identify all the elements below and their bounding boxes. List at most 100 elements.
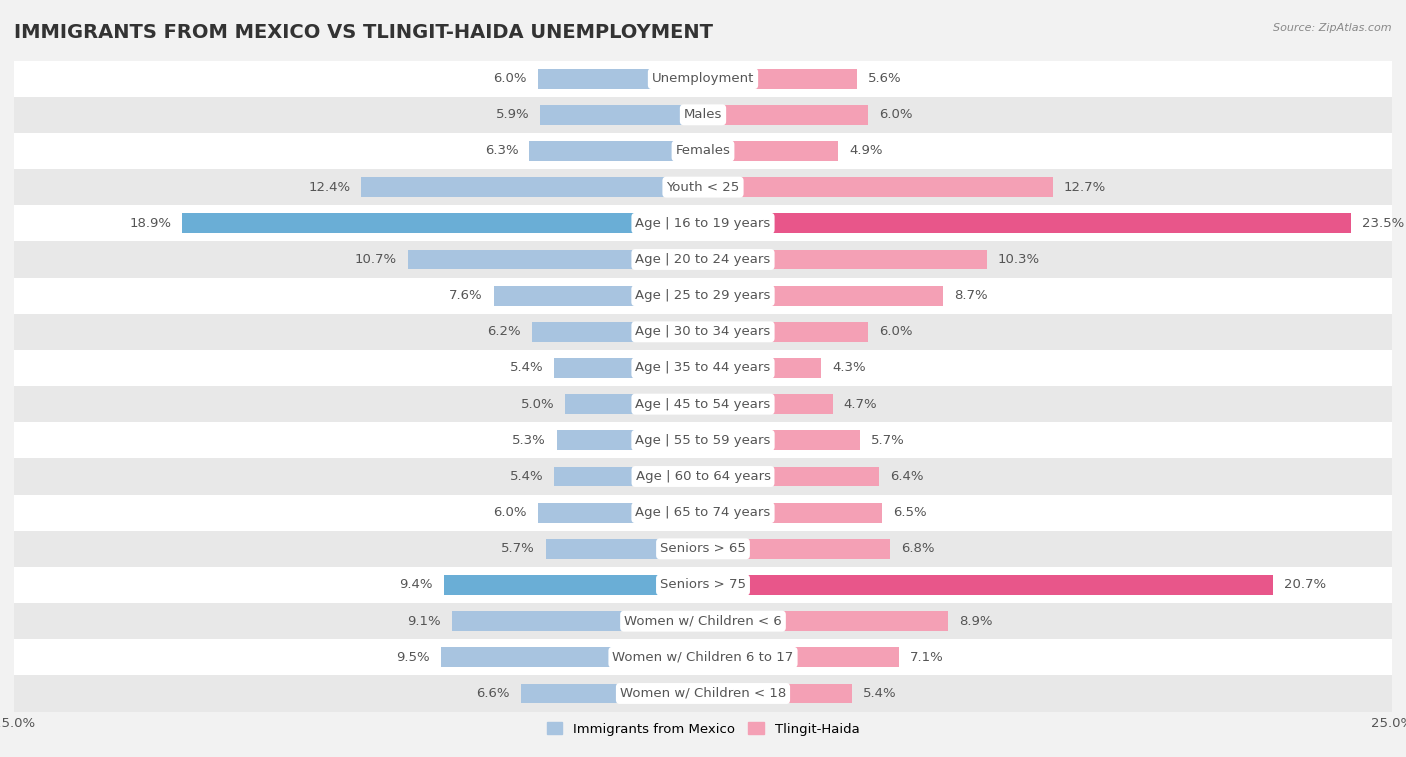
Text: IMMIGRANTS FROM MEXICO VS TLINGIT-HAIDA UNEMPLOYMENT: IMMIGRANTS FROM MEXICO VS TLINGIT-HAIDA …: [14, 23, 713, 42]
Bar: [494, 285, 703, 306]
Bar: [183, 213, 703, 233]
Text: Age | 45 to 54 years: Age | 45 to 54 years: [636, 397, 770, 410]
Text: Women w/ Children < 6: Women w/ Children < 6: [624, 615, 782, 628]
Text: 23.5%: 23.5%: [1361, 217, 1403, 230]
Bar: [14, 459, 1392, 494]
Bar: [14, 61, 1392, 97]
Bar: [703, 684, 852, 703]
Text: 6.3%: 6.3%: [485, 145, 519, 157]
Text: Age | 16 to 19 years: Age | 16 to 19 years: [636, 217, 770, 230]
Bar: [522, 684, 703, 703]
Bar: [703, 611, 948, 631]
Bar: [703, 213, 1351, 233]
Text: Youth < 25: Youth < 25: [666, 181, 740, 194]
Bar: [14, 494, 1392, 531]
Bar: [703, 69, 858, 89]
Text: Age | 25 to 29 years: Age | 25 to 29 years: [636, 289, 770, 302]
Text: 5.4%: 5.4%: [863, 687, 897, 700]
Text: Women w/ Children 6 to 17: Women w/ Children 6 to 17: [613, 651, 793, 664]
Text: 4.3%: 4.3%: [832, 362, 866, 375]
Text: 12.4%: 12.4%: [308, 181, 350, 194]
Text: Source: ZipAtlas.com: Source: ZipAtlas.com: [1274, 23, 1392, 33]
Bar: [444, 575, 703, 595]
Text: Males: Males: [683, 108, 723, 121]
Text: 8.9%: 8.9%: [959, 615, 993, 628]
Bar: [14, 278, 1392, 313]
Bar: [530, 141, 703, 161]
Text: 9.5%: 9.5%: [396, 651, 430, 664]
Text: 9.1%: 9.1%: [408, 615, 441, 628]
Text: 5.9%: 5.9%: [496, 108, 530, 121]
Bar: [703, 431, 860, 450]
Bar: [14, 386, 1392, 422]
Bar: [703, 394, 832, 414]
Text: 5.6%: 5.6%: [869, 72, 903, 85]
Text: 6.0%: 6.0%: [879, 108, 912, 121]
Bar: [441, 647, 703, 667]
Text: 12.7%: 12.7%: [1064, 181, 1107, 194]
Text: 6.0%: 6.0%: [879, 326, 912, 338]
Bar: [703, 575, 1274, 595]
Text: 9.4%: 9.4%: [399, 578, 433, 591]
Bar: [14, 241, 1392, 278]
Bar: [14, 639, 1392, 675]
Text: Age | 20 to 24 years: Age | 20 to 24 years: [636, 253, 770, 266]
Bar: [565, 394, 703, 414]
Bar: [703, 466, 879, 487]
Bar: [14, 350, 1392, 386]
Bar: [557, 431, 703, 450]
Bar: [703, 285, 943, 306]
Text: 20.7%: 20.7%: [1285, 578, 1327, 591]
Text: 7.1%: 7.1%: [910, 651, 943, 664]
Text: 10.3%: 10.3%: [998, 253, 1040, 266]
Text: 7.6%: 7.6%: [449, 289, 482, 302]
Text: 5.7%: 5.7%: [872, 434, 905, 447]
Text: Seniors > 65: Seniors > 65: [659, 542, 747, 556]
Bar: [14, 313, 1392, 350]
Text: Age | 60 to 64 years: Age | 60 to 64 years: [636, 470, 770, 483]
Bar: [14, 675, 1392, 712]
Bar: [14, 603, 1392, 639]
Text: 6.0%: 6.0%: [494, 506, 527, 519]
Bar: [703, 141, 838, 161]
Bar: [540, 105, 703, 125]
Bar: [453, 611, 703, 631]
Text: 8.7%: 8.7%: [953, 289, 987, 302]
Text: 18.9%: 18.9%: [129, 217, 172, 230]
Text: Age | 30 to 34 years: Age | 30 to 34 years: [636, 326, 770, 338]
Text: 4.9%: 4.9%: [849, 145, 883, 157]
Bar: [537, 503, 703, 522]
Bar: [14, 422, 1392, 459]
Bar: [703, 105, 869, 125]
Text: Women w/ Children < 18: Women w/ Children < 18: [620, 687, 786, 700]
Text: 6.6%: 6.6%: [477, 687, 510, 700]
Bar: [554, 358, 703, 378]
Bar: [14, 97, 1392, 133]
Text: 5.7%: 5.7%: [501, 542, 534, 556]
Bar: [14, 205, 1392, 241]
Bar: [531, 322, 703, 341]
Bar: [537, 69, 703, 89]
Bar: [546, 539, 703, 559]
Bar: [361, 177, 703, 197]
Bar: [14, 531, 1392, 567]
Text: Unemployment: Unemployment: [652, 72, 754, 85]
Text: 10.7%: 10.7%: [354, 253, 396, 266]
Text: 4.7%: 4.7%: [844, 397, 877, 410]
Text: 5.3%: 5.3%: [512, 434, 546, 447]
Bar: [14, 567, 1392, 603]
Bar: [408, 250, 703, 269]
Bar: [703, 177, 1053, 197]
Bar: [703, 539, 890, 559]
Bar: [703, 358, 821, 378]
Bar: [14, 169, 1392, 205]
Text: 5.4%: 5.4%: [509, 470, 543, 483]
Bar: [554, 466, 703, 487]
Bar: [703, 322, 869, 341]
Bar: [703, 503, 882, 522]
Bar: [14, 133, 1392, 169]
Text: 6.4%: 6.4%: [890, 470, 924, 483]
Legend: Immigrants from Mexico, Tlingit-Haida: Immigrants from Mexico, Tlingit-Haida: [541, 717, 865, 741]
Text: 6.2%: 6.2%: [488, 326, 522, 338]
Text: Age | 55 to 59 years: Age | 55 to 59 years: [636, 434, 770, 447]
